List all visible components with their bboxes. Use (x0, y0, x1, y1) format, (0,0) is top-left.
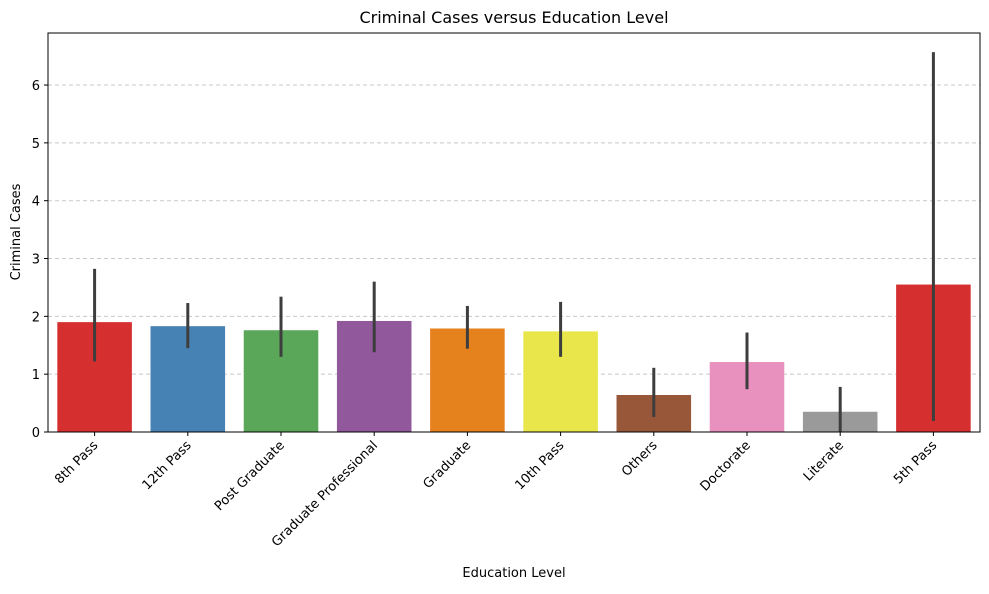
plot-frame (47, 32, 981, 433)
x-tick-label: 12th Pass (140, 438, 195, 493)
y-tick-label: 1 (32, 368, 40, 383)
x-tick-label: Doctorate (698, 438, 754, 494)
y-tick-label: 3 (32, 253, 40, 268)
chart-title: Criminal Cases versus Education Level (359, 8, 668, 27)
y-tick-label: 2 (32, 310, 40, 325)
bars (57, 284, 971, 432)
x-tick-label: 10th Pass (512, 438, 567, 493)
y-axis: 0 1 2 3 4 5 6 (32, 79, 48, 441)
y-tick-label: 5 (32, 137, 40, 152)
x-tick-label: Literate (801, 438, 847, 484)
x-tick-label: 8th Pass (52, 438, 101, 487)
y-axis-label: Criminal Cases (9, 183, 24, 280)
y-tick-label: 0 (32, 426, 40, 441)
x-tick-label: Post Graduate (212, 438, 288, 514)
x-tick-label: 5th Pass (891, 438, 940, 487)
x-tick-label: Graduate (421, 438, 475, 492)
x-axis-label: Education Level (462, 566, 565, 581)
y-tick-label: 4 (32, 195, 40, 210)
gridlines (48, 84, 980, 375)
y-tick-label: 6 (32, 79, 40, 94)
x-tick-label: Graduate Professional (269, 438, 381, 550)
x-tick-label: Others (619, 438, 661, 480)
error-bars (93, 52, 935, 432)
